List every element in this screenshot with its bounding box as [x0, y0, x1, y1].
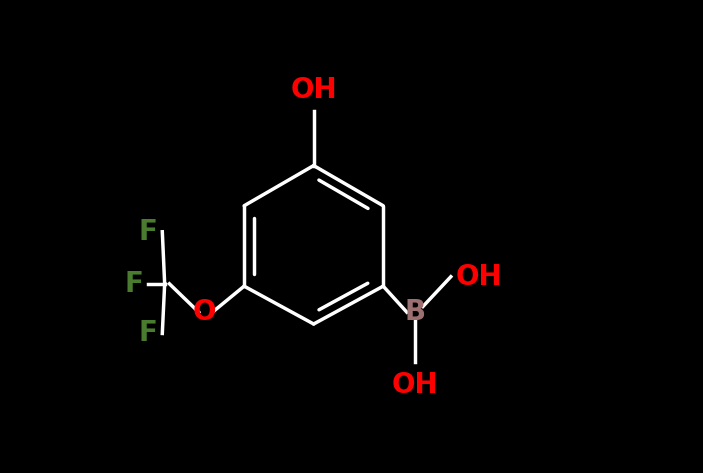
Text: B: B	[405, 298, 426, 326]
Text: OH: OH	[392, 371, 439, 399]
Text: F: F	[124, 270, 143, 298]
Text: F: F	[138, 218, 157, 246]
Text: OH: OH	[456, 263, 502, 291]
Text: F: F	[138, 319, 157, 348]
Text: O: O	[193, 298, 217, 326]
Text: OH: OH	[290, 76, 337, 104]
